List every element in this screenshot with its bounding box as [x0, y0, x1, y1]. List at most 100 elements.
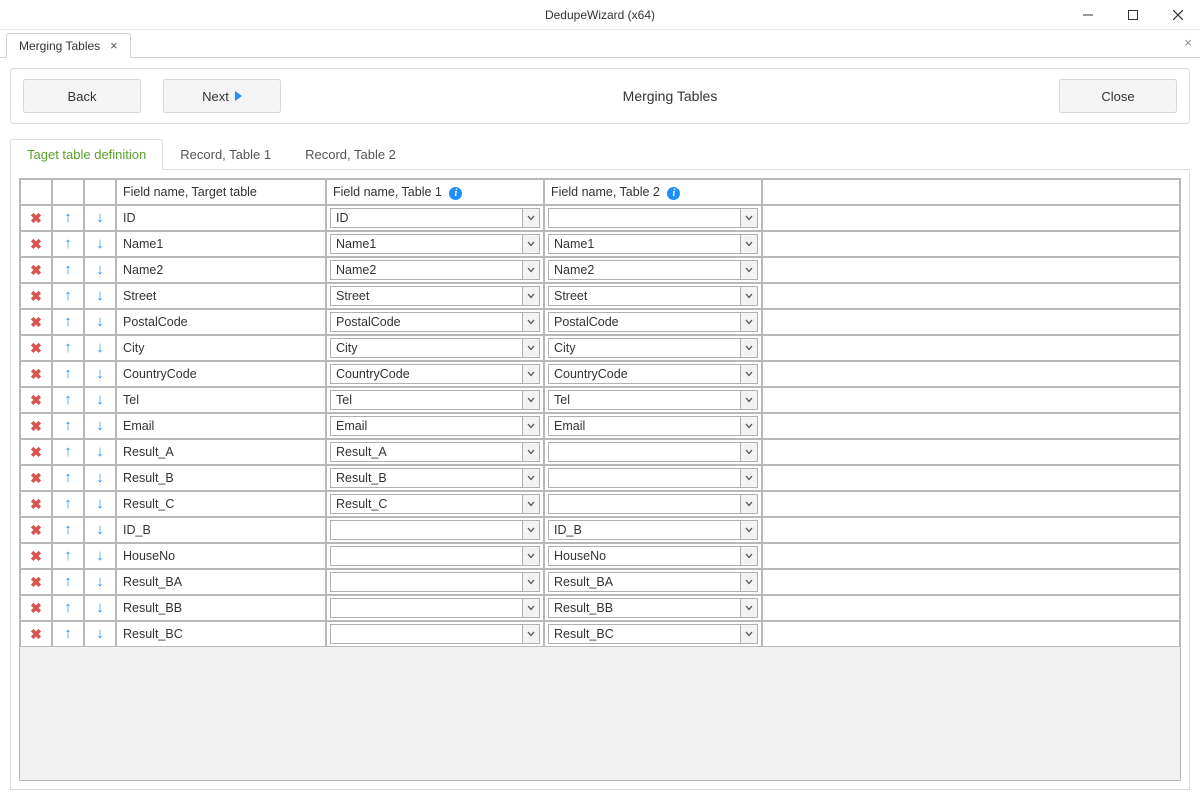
- table1-field-combo[interactable]: Email: [330, 416, 540, 436]
- dropdown-icon[interactable]: [522, 365, 539, 383]
- table1-field-combo[interactable]: Tel: [330, 390, 540, 410]
- move-up-button[interactable]: ↑: [52, 569, 84, 595]
- dropdown-icon[interactable]: [522, 209, 539, 227]
- window-close-button[interactable]: [1155, 0, 1200, 30]
- table2-field-combo[interactable]: HouseNo: [548, 546, 758, 566]
- table2-field-combo[interactable]: Result_BB: [548, 598, 758, 618]
- target-field-cell[interactable]: ID_B: [116, 517, 326, 543]
- move-up-button[interactable]: ↑: [52, 335, 84, 361]
- tab-target-definition[interactable]: Taget table definition: [10, 139, 163, 170]
- delete-row-button[interactable]: ✖: [20, 621, 52, 647]
- dropdown-icon[interactable]: [740, 495, 757, 513]
- dropdown-icon[interactable]: [740, 417, 757, 435]
- dropdown-icon[interactable]: [522, 235, 539, 253]
- header-table2[interactable]: Field name, Table 2 i: [544, 179, 762, 205]
- dropdown-icon[interactable]: [522, 313, 539, 331]
- table2-field-combo[interactable]: Email: [548, 416, 758, 436]
- move-down-button[interactable]: ↓: [84, 439, 116, 465]
- move-up-button[interactable]: ↑: [52, 491, 84, 517]
- dropdown-icon[interactable]: [522, 469, 539, 487]
- table2-field-combo[interactable]: [548, 208, 758, 228]
- move-down-button[interactable]: ↓: [84, 387, 116, 413]
- dropdown-icon[interactable]: [522, 339, 539, 357]
- dropdown-icon[interactable]: [522, 573, 539, 591]
- table2-field-combo[interactable]: PostalCode: [548, 312, 758, 332]
- dropdown-icon[interactable]: [740, 521, 757, 539]
- table1-field-combo[interactable]: City: [330, 338, 540, 358]
- move-up-button[interactable]: ↑: [52, 231, 84, 257]
- delete-row-button[interactable]: ✖: [20, 465, 52, 491]
- table1-field-combo[interactable]: Result_A: [330, 442, 540, 462]
- tab-record-table1[interactable]: Record, Table 1: [163, 139, 288, 170]
- move-down-button[interactable]: ↓: [84, 621, 116, 647]
- dropdown-icon[interactable]: [522, 495, 539, 513]
- move-up-button[interactable]: ↑: [52, 205, 84, 231]
- header-target[interactable]: Field name, Target table: [116, 179, 326, 205]
- move-down-button[interactable]: ↓: [84, 335, 116, 361]
- dropdown-icon[interactable]: [740, 625, 757, 643]
- move-up-button[interactable]: ↑: [52, 543, 84, 569]
- window-minimize-button[interactable]: [1065, 0, 1110, 30]
- delete-row-button[interactable]: ✖: [20, 335, 52, 361]
- move-up-button[interactable]: ↑: [52, 387, 84, 413]
- move-down-button[interactable]: ↓: [84, 517, 116, 543]
- info-icon[interactable]: i: [667, 187, 680, 200]
- table2-field-combo[interactable]: CountryCode: [548, 364, 758, 384]
- move-up-button[interactable]: ↑: [52, 413, 84, 439]
- delete-row-button[interactable]: ✖: [20, 413, 52, 439]
- table2-field-combo[interactable]: Name1: [548, 234, 758, 254]
- target-field-cell[interactable]: HouseNo: [116, 543, 326, 569]
- dropdown-icon[interactable]: [740, 547, 757, 565]
- table2-field-combo[interactable]: Result_BA: [548, 572, 758, 592]
- target-field-cell[interactable]: PostalCode: [116, 309, 326, 335]
- table2-field-combo[interactable]: [548, 468, 758, 488]
- delete-row-button[interactable]: ✖: [20, 387, 52, 413]
- table1-field-combo[interactable]: PostalCode: [330, 312, 540, 332]
- move-down-button[interactable]: ↓: [84, 413, 116, 439]
- move-down-button[interactable]: ↓: [84, 569, 116, 595]
- dropdown-icon[interactable]: [522, 391, 539, 409]
- move-down-button[interactable]: ↓: [84, 465, 116, 491]
- table1-field-combo[interactable]: [330, 624, 540, 644]
- dropdown-icon[interactable]: [522, 443, 539, 461]
- target-field-cell[interactable]: Name1: [116, 231, 326, 257]
- dropdown-icon[interactable]: [740, 573, 757, 591]
- move-up-button[interactable]: ↑: [52, 621, 84, 647]
- move-down-button[interactable]: ↓: [84, 491, 116, 517]
- table1-field-combo[interactable]: Street: [330, 286, 540, 306]
- delete-row-button[interactable]: ✖: [20, 205, 52, 231]
- table1-field-combo[interactable]: [330, 572, 540, 592]
- dropdown-icon[interactable]: [740, 313, 757, 331]
- table1-field-combo[interactable]: [330, 598, 540, 618]
- table2-field-combo[interactable]: ID_B: [548, 520, 758, 540]
- move-up-button[interactable]: ↑: [52, 361, 84, 387]
- dropdown-icon[interactable]: [740, 261, 757, 279]
- table1-field-combo[interactable]: CountryCode: [330, 364, 540, 384]
- move-up-button[interactable]: ↑: [52, 465, 84, 491]
- table1-field-combo[interactable]: [330, 520, 540, 540]
- dropdown-icon[interactable]: [740, 443, 757, 461]
- dropdown-icon[interactable]: [740, 287, 757, 305]
- info-icon[interactable]: i: [449, 187, 462, 200]
- move-up-button[interactable]: ↑: [52, 283, 84, 309]
- target-field-cell[interactable]: City: [116, 335, 326, 361]
- move-down-button[interactable]: ↓: [84, 205, 116, 231]
- table2-field-combo[interactable]: Result_BC: [548, 624, 758, 644]
- table1-field-combo[interactable]: Result_B: [330, 468, 540, 488]
- delete-row-button[interactable]: ✖: [20, 257, 52, 283]
- dropdown-icon[interactable]: [740, 599, 757, 617]
- move-down-button[interactable]: ↓: [84, 283, 116, 309]
- delete-row-button[interactable]: ✖: [20, 283, 52, 309]
- delete-row-button[interactable]: ✖: [20, 439, 52, 465]
- back-button[interactable]: Back: [23, 79, 141, 113]
- dropdown-icon[interactable]: [522, 417, 539, 435]
- dropdown-icon[interactable]: [740, 339, 757, 357]
- tab-record-table2[interactable]: Record, Table 2: [288, 139, 413, 170]
- table2-field-combo[interactable]: City: [548, 338, 758, 358]
- dropdown-icon[interactable]: [740, 391, 757, 409]
- move-up-button[interactable]: ↑: [52, 257, 84, 283]
- delete-row-button[interactable]: ✖: [20, 543, 52, 569]
- delete-row-button[interactable]: ✖: [20, 517, 52, 543]
- target-field-cell[interactable]: Result_BA: [116, 569, 326, 595]
- dropdown-icon[interactable]: [740, 209, 757, 227]
